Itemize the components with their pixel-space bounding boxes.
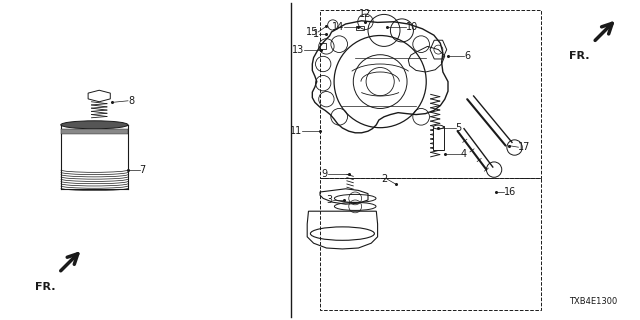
Bar xyxy=(320,178,541,310)
Text: 3: 3 xyxy=(326,195,333,205)
Text: 13: 13 xyxy=(292,44,304,55)
Text: 10: 10 xyxy=(406,22,419,32)
Bar xyxy=(356,26,364,30)
Bar xyxy=(433,126,444,150)
Text: 15: 15 xyxy=(306,27,318,37)
Text: FR.: FR. xyxy=(35,282,55,292)
Bar xyxy=(320,43,326,49)
Text: 12: 12 xyxy=(359,9,372,20)
Ellipse shape xyxy=(433,125,444,129)
Text: 14: 14 xyxy=(332,22,344,32)
Text: 16: 16 xyxy=(504,187,516,197)
Text: 1: 1 xyxy=(312,28,319,39)
Text: 4: 4 xyxy=(461,148,467,159)
Text: 17: 17 xyxy=(518,142,531,152)
Text: 2: 2 xyxy=(381,174,387,184)
Text: 5: 5 xyxy=(456,123,462,133)
Text: 6: 6 xyxy=(464,51,470,61)
Text: FR.: FR. xyxy=(569,51,589,61)
Text: 8: 8 xyxy=(128,96,134,106)
Ellipse shape xyxy=(61,121,128,129)
Text: 7: 7 xyxy=(140,164,146,175)
Text: 9: 9 xyxy=(321,169,328,180)
Text: 11: 11 xyxy=(290,126,302,136)
Bar xyxy=(320,10,541,178)
Bar xyxy=(61,129,128,134)
Text: TXB4E1300: TXB4E1300 xyxy=(570,297,618,306)
